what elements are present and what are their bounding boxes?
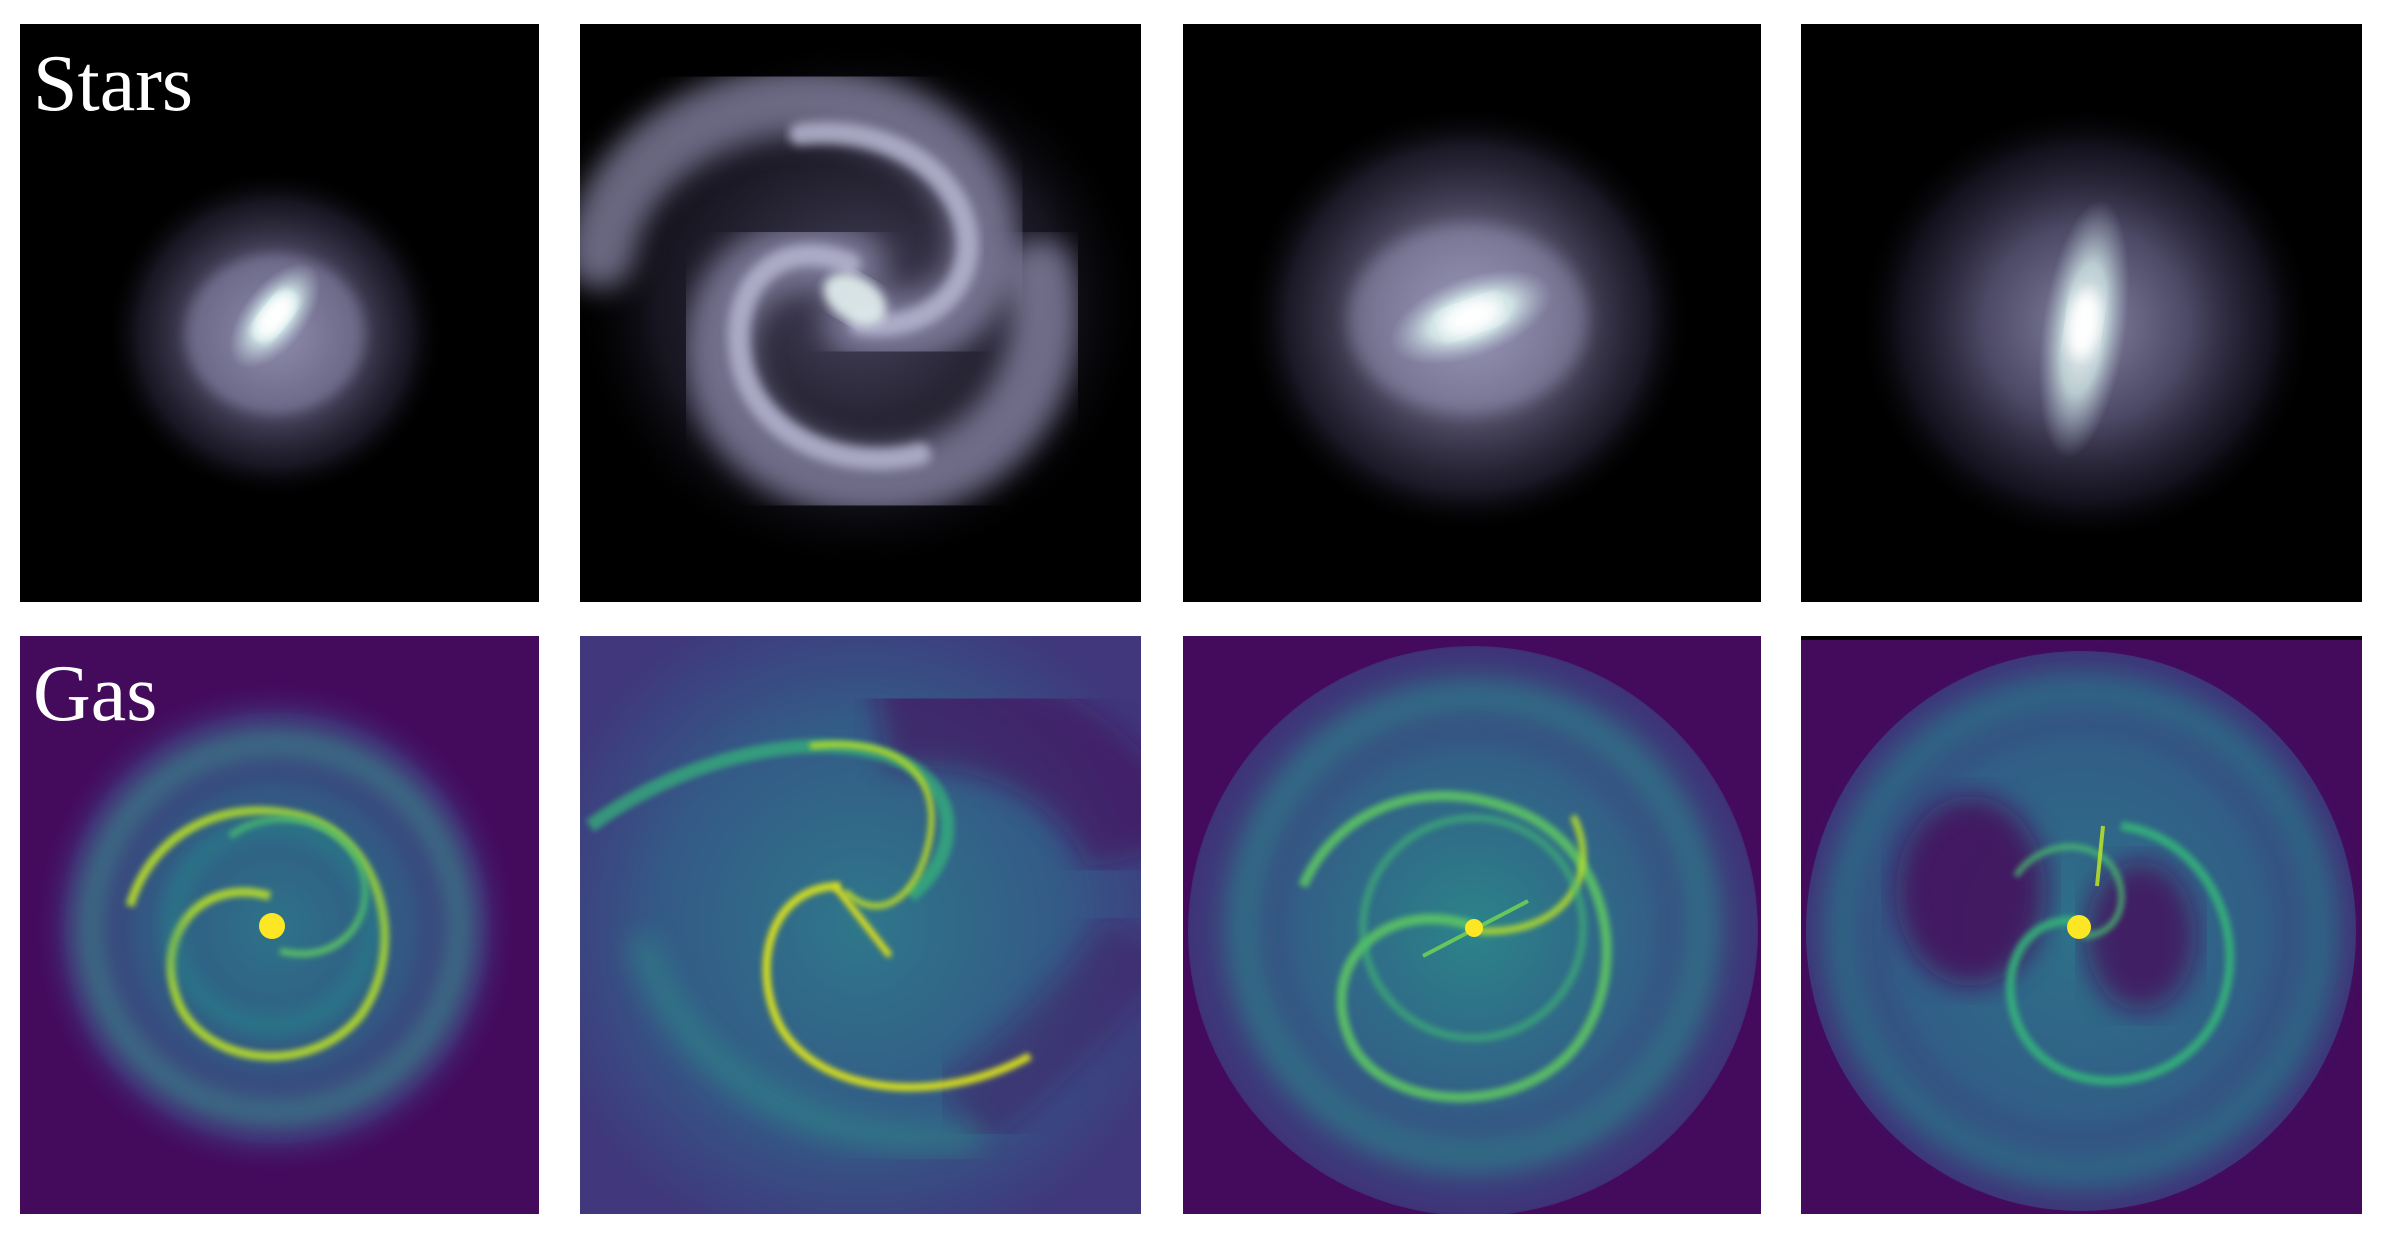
gas-panel-1 bbox=[20, 636, 539, 1214]
stars-panel-3 bbox=[1183, 24, 1761, 602]
row-label-gas: Gas bbox=[33, 650, 158, 738]
stars-panel-1 bbox=[20, 24, 539, 602]
gas-panel-2 bbox=[580, 636, 1141, 1214]
stars-panel-2 bbox=[580, 24, 1141, 602]
row-label-stars: Stars bbox=[33, 40, 193, 128]
stars-panel-4 bbox=[1801, 24, 2362, 602]
gas-panel-3 bbox=[1183, 636, 1761, 1214]
gas-panel-4 bbox=[1801, 636, 2362, 1214]
